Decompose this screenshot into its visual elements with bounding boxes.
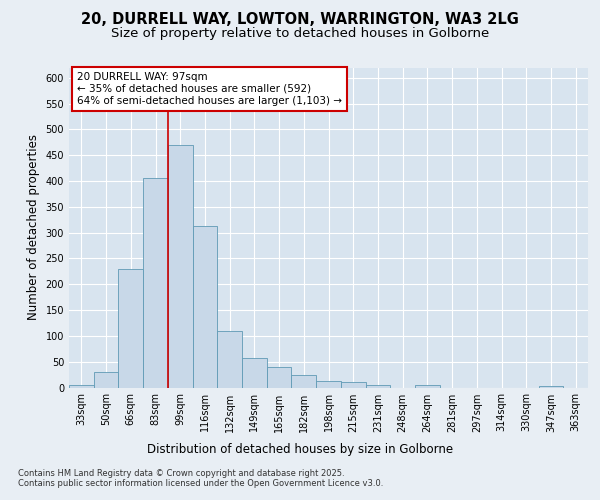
Text: Contains HM Land Registry data © Crown copyright and database right 2025.
Contai: Contains HM Land Registry data © Crown c… bbox=[18, 469, 383, 488]
Bar bbox=[539, 386, 563, 388]
Text: Distribution of detached houses by size in Golborne: Distribution of detached houses by size … bbox=[147, 442, 453, 456]
Bar bbox=[217, 330, 242, 388]
Text: 20 DURRELL WAY: 97sqm
← 35% of detached houses are smaller (592)
64% of semi-det: 20 DURRELL WAY: 97sqm ← 35% of detached … bbox=[77, 72, 342, 106]
Bar bbox=[415, 385, 440, 388]
Bar bbox=[365, 385, 390, 388]
Bar bbox=[143, 178, 168, 388]
Bar bbox=[168, 145, 193, 388]
Bar bbox=[292, 374, 316, 388]
Text: 20, DURRELL WAY, LOWTON, WARRINGTON, WA3 2LG: 20, DURRELL WAY, LOWTON, WARRINGTON, WA3… bbox=[81, 12, 519, 28]
Bar bbox=[94, 372, 118, 388]
Bar bbox=[193, 226, 217, 388]
Bar bbox=[242, 358, 267, 388]
Bar bbox=[341, 382, 365, 388]
Y-axis label: Number of detached properties: Number of detached properties bbox=[27, 134, 40, 320]
Bar bbox=[118, 269, 143, 388]
Bar bbox=[267, 367, 292, 388]
Text: Size of property relative to detached houses in Golborne: Size of property relative to detached ho… bbox=[111, 28, 489, 40]
Bar bbox=[316, 381, 341, 388]
Bar bbox=[69, 385, 94, 388]
